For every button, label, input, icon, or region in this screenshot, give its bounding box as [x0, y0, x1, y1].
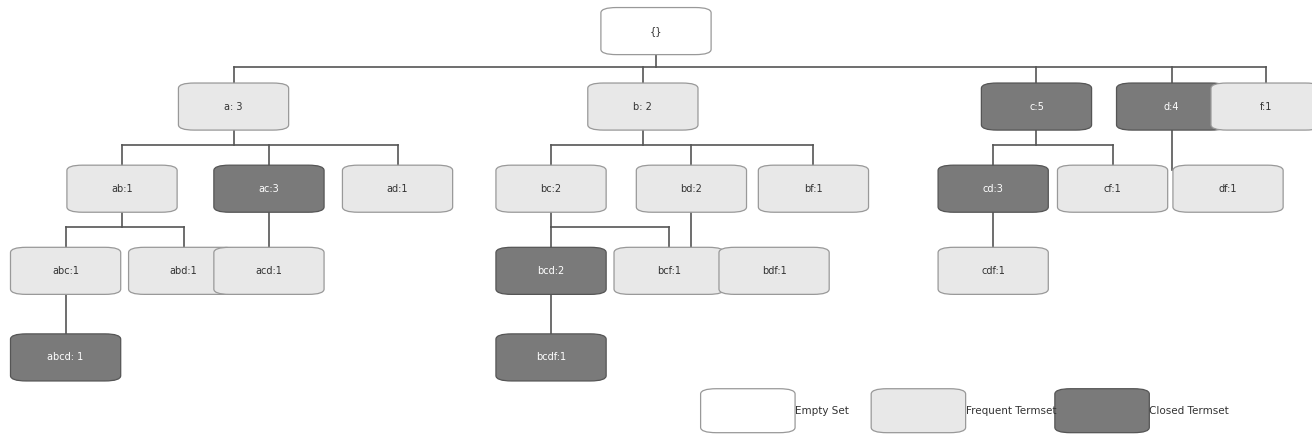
Text: b: 2: b: 2	[634, 102, 652, 111]
FancyBboxPatch shape	[496, 334, 606, 381]
Text: cdf:1: cdf:1	[981, 266, 1005, 276]
Text: cf:1: cf:1	[1103, 184, 1122, 194]
Text: bd:2: bd:2	[681, 184, 702, 194]
Text: bcf:1: bcf:1	[657, 266, 681, 276]
FancyBboxPatch shape	[1117, 83, 1227, 130]
FancyBboxPatch shape	[701, 389, 795, 432]
FancyBboxPatch shape	[1211, 83, 1312, 130]
FancyBboxPatch shape	[10, 334, 121, 381]
Text: abcd: 1: abcd: 1	[47, 353, 84, 362]
FancyBboxPatch shape	[588, 83, 698, 130]
FancyBboxPatch shape	[10, 247, 121, 294]
Text: bdf:1: bdf:1	[762, 266, 786, 276]
Text: abd:1: abd:1	[169, 266, 198, 276]
FancyBboxPatch shape	[496, 165, 606, 212]
FancyBboxPatch shape	[981, 83, 1092, 130]
Text: a: 3: a: 3	[224, 102, 243, 111]
FancyBboxPatch shape	[1057, 165, 1168, 212]
Text: acd:1: acd:1	[256, 266, 282, 276]
FancyBboxPatch shape	[719, 247, 829, 294]
FancyBboxPatch shape	[938, 247, 1048, 294]
Text: d:4: d:4	[1164, 102, 1179, 111]
FancyBboxPatch shape	[758, 165, 869, 212]
Text: Closed Termset: Closed Termset	[1149, 406, 1229, 416]
FancyBboxPatch shape	[636, 165, 747, 212]
Text: Frequent Termset: Frequent Termset	[966, 406, 1056, 416]
Text: ad:1: ad:1	[387, 184, 408, 194]
FancyBboxPatch shape	[214, 247, 324, 294]
Text: ab:1: ab:1	[112, 184, 133, 194]
FancyBboxPatch shape	[67, 165, 177, 212]
FancyBboxPatch shape	[871, 389, 966, 432]
Text: ac:3: ac:3	[258, 184, 279, 194]
FancyBboxPatch shape	[601, 8, 711, 55]
FancyBboxPatch shape	[129, 247, 239, 294]
Text: bf:1: bf:1	[804, 184, 823, 194]
FancyBboxPatch shape	[214, 165, 324, 212]
FancyBboxPatch shape	[938, 165, 1048, 212]
FancyBboxPatch shape	[614, 247, 724, 294]
FancyBboxPatch shape	[1055, 389, 1149, 432]
Text: {}: {}	[649, 26, 663, 36]
FancyBboxPatch shape	[342, 165, 453, 212]
Text: f:1: f:1	[1260, 102, 1273, 111]
Text: bcd:2: bcd:2	[538, 266, 564, 276]
Text: df:1: df:1	[1219, 184, 1237, 194]
FancyBboxPatch shape	[496, 247, 606, 294]
FancyBboxPatch shape	[1173, 165, 1283, 212]
Text: cd:3: cd:3	[983, 184, 1004, 194]
Text: Empty Set: Empty Set	[795, 406, 849, 416]
Text: bcdf:1: bcdf:1	[537, 353, 565, 362]
Text: bc:2: bc:2	[541, 184, 562, 194]
FancyBboxPatch shape	[178, 83, 289, 130]
Text: c:5: c:5	[1029, 102, 1044, 111]
Text: abc:1: abc:1	[52, 266, 79, 276]
